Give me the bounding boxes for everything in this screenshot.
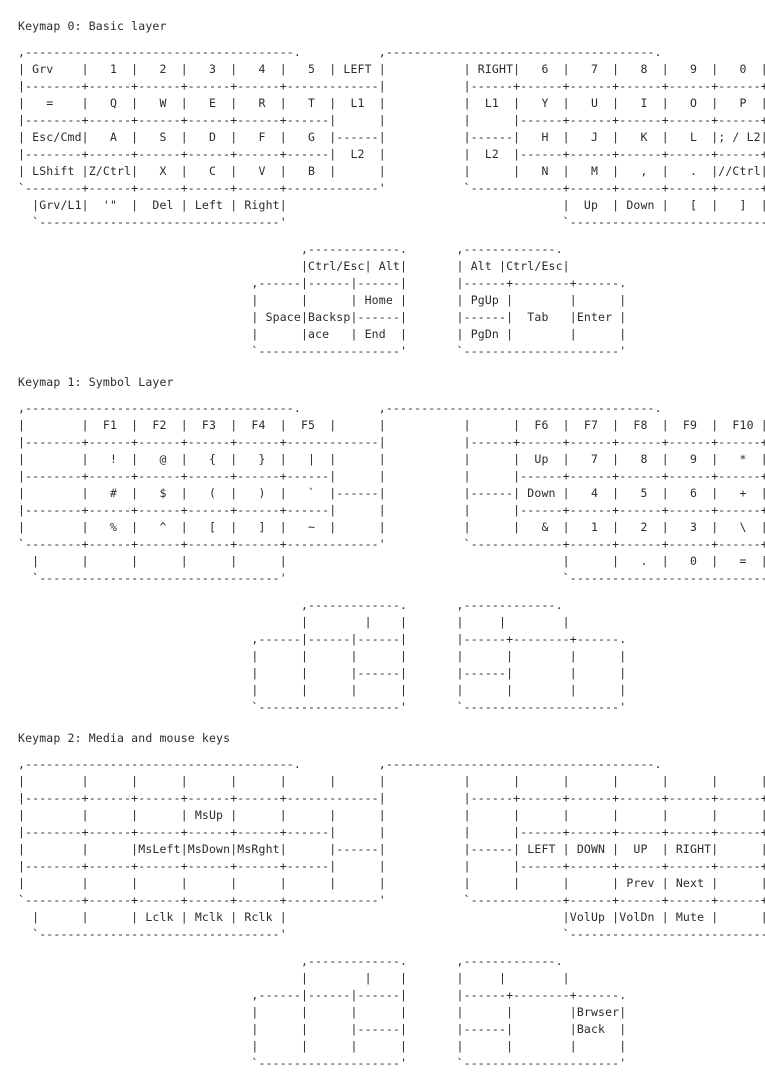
- keymap-0-main-diagram: ,--------------------------------------.…: [18, 45, 765, 229]
- keymap-block-0: Keymap 0: Basic layer ,-----------------…: [18, 18, 765, 360]
- keymap-1-title: Keymap 1: Symbol Layer: [18, 375, 174, 389]
- keymap-2-main-diagram: ,--------------------------------------.…: [18, 757, 765, 941]
- keymap-1-main-diagram: ,--------------------------------------.…: [18, 401, 765, 585]
- keymap-2-thumb-diagram: ,-------------. ,-------------. | | | | …: [251, 954, 627, 1070]
- keymap-document: Keymap 0: Basic layer ,-----------------…: [18, 18, 765, 1070]
- keymap-1-thumb-diagram: ,-------------. ,-------------. | | | | …: [251, 598, 627, 714]
- keymap-block-1: Keymap 1: Symbol Layer ,----------------…: [18, 374, 765, 716]
- keymap-0-title: Keymap 0: Basic layer: [18, 19, 167, 33]
- keymap-0-thumb-diagram: ,-------------. ,-------------. |Ctrl/Es…: [251, 242, 627, 358]
- keymap-block-2: Keymap 2: Media and mouse keys ,--------…: [18, 730, 765, 1072]
- keymap-2-title: Keymap 2: Media and mouse keys: [18, 731, 231, 745]
